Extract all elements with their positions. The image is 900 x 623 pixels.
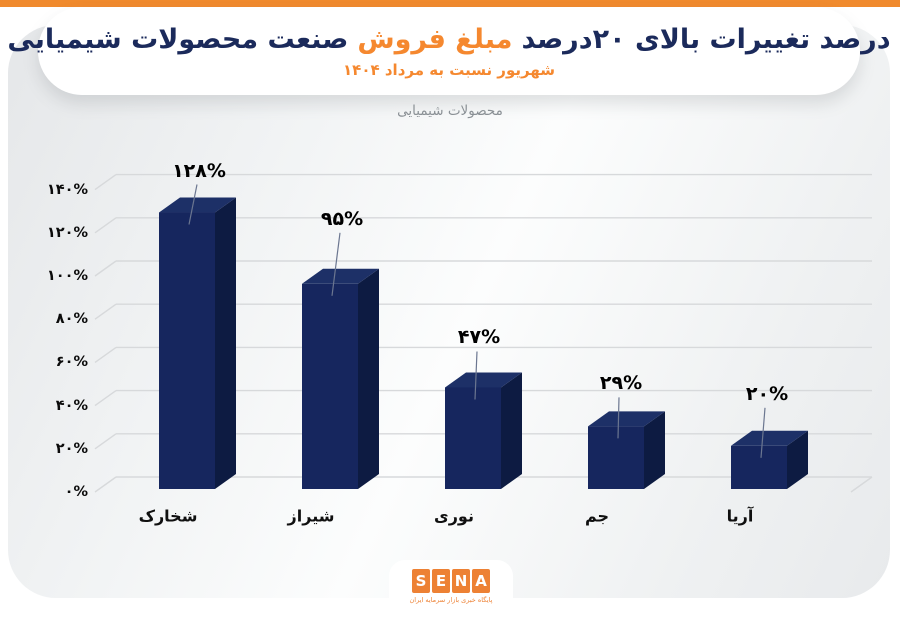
gridline-left-diagonal — [94, 346, 117, 363]
bar-side-face — [501, 372, 522, 489]
category-label: شیراز — [287, 506, 335, 526]
bar-side-face — [358, 268, 379, 489]
bar — [588, 426, 644, 489]
y-axis-tick-label: ۱۴۰% — [46, 181, 88, 198]
logo-letter-tile: N — [452, 569, 470, 593]
sena-logo-tagline: پایگاه خبری بازار سرمایه ایران — [409, 596, 493, 604]
category-label: شخارک — [138, 506, 198, 526]
gridline-left-diagonal — [94, 433, 117, 450]
gridline-left-diagonal — [94, 217, 117, 234]
bar-top-face — [588, 411, 665, 427]
chart-title: محصولات شیمیایی — [397, 103, 503, 119]
bar-value-label: ۹۵% — [320, 207, 364, 230]
bar-side-face — [644, 411, 665, 489]
title-part1: درصد تغییرات بالای ۲۰درصد — [521, 23, 891, 55]
top-accent-bar — [0, 0, 900, 7]
gridline-left-diagonal — [94, 476, 117, 493]
y-axis-tick-label: ۸۰% — [55, 311, 88, 328]
value-leader-line — [188, 184, 198, 225]
value-leader-line — [617, 397, 620, 439]
bar-top-face — [159, 197, 236, 213]
bar-top-face — [445, 372, 522, 388]
bar-value-label: ۴۷% — [457, 326, 501, 349]
title-subtitle: شهریور نسبت به مرداد ۱۴۰۴ — [343, 60, 555, 79]
page-title: ” درصد تغییرات بالای ۲۰درصد مبلغ فروش صن… — [0, 21, 900, 83]
bar-value-label: ۲۰% — [745, 382, 789, 405]
gridline-left-diagonal — [94, 174, 117, 191]
title-part2: صنعت محصولات شیمیایی — [7, 23, 349, 55]
y-axis-tick-label: ۶۰% — [55, 354, 88, 371]
bar — [159, 212, 215, 489]
gridline-left-diagonal — [94, 390, 117, 407]
bar — [445, 387, 501, 489]
title-highlight: مبلغ فروش — [357, 23, 513, 55]
floor-right-diagonal — [850, 476, 873, 493]
y-axis-tick-label: ۱۰۰% — [46, 268, 88, 284]
logo-letter-tile: S — [412, 569, 430, 593]
bar — [731, 445, 787, 489]
value-leader-line — [331, 232, 341, 296]
category-label: نوری — [434, 506, 474, 526]
title-banner: ” درصد تغییرات بالای ۲۰درصد مبلغ فروش صن… — [7, 7, 900, 95]
bar-top-face — [731, 430, 808, 446]
bar-value-label: ۲۹% — [599, 372, 643, 395]
logo-letter-tile: E — [432, 569, 450, 593]
gridline-left-diagonal — [94, 303, 117, 320]
logo-letter-tile: A — [472, 569, 490, 593]
bar-side-face — [215, 197, 236, 489]
gridline-left-diagonal — [94, 260, 117, 277]
category-label: جم — [584, 506, 610, 526]
y-axis-tick-label: ۲۰% — [55, 440, 88, 457]
y-axis-tick-label: ۱۲۰% — [46, 224, 88, 241]
value-leader-line — [474, 351, 478, 400]
bar-value-label: ۱۲۸% — [172, 159, 226, 182]
value-leader-line — [760, 407, 766, 458]
category-label: آریا — [726, 506, 754, 526]
y-axis-tick-label: ۰% — [64, 484, 88, 500]
bar-side-face — [787, 430, 808, 489]
bar-top-face — [302, 268, 379, 284]
bar — [302, 283, 358, 489]
y-axis-tick-label: ۴۰% — [55, 397, 88, 414]
chart-card-background — [8, 25, 890, 598]
